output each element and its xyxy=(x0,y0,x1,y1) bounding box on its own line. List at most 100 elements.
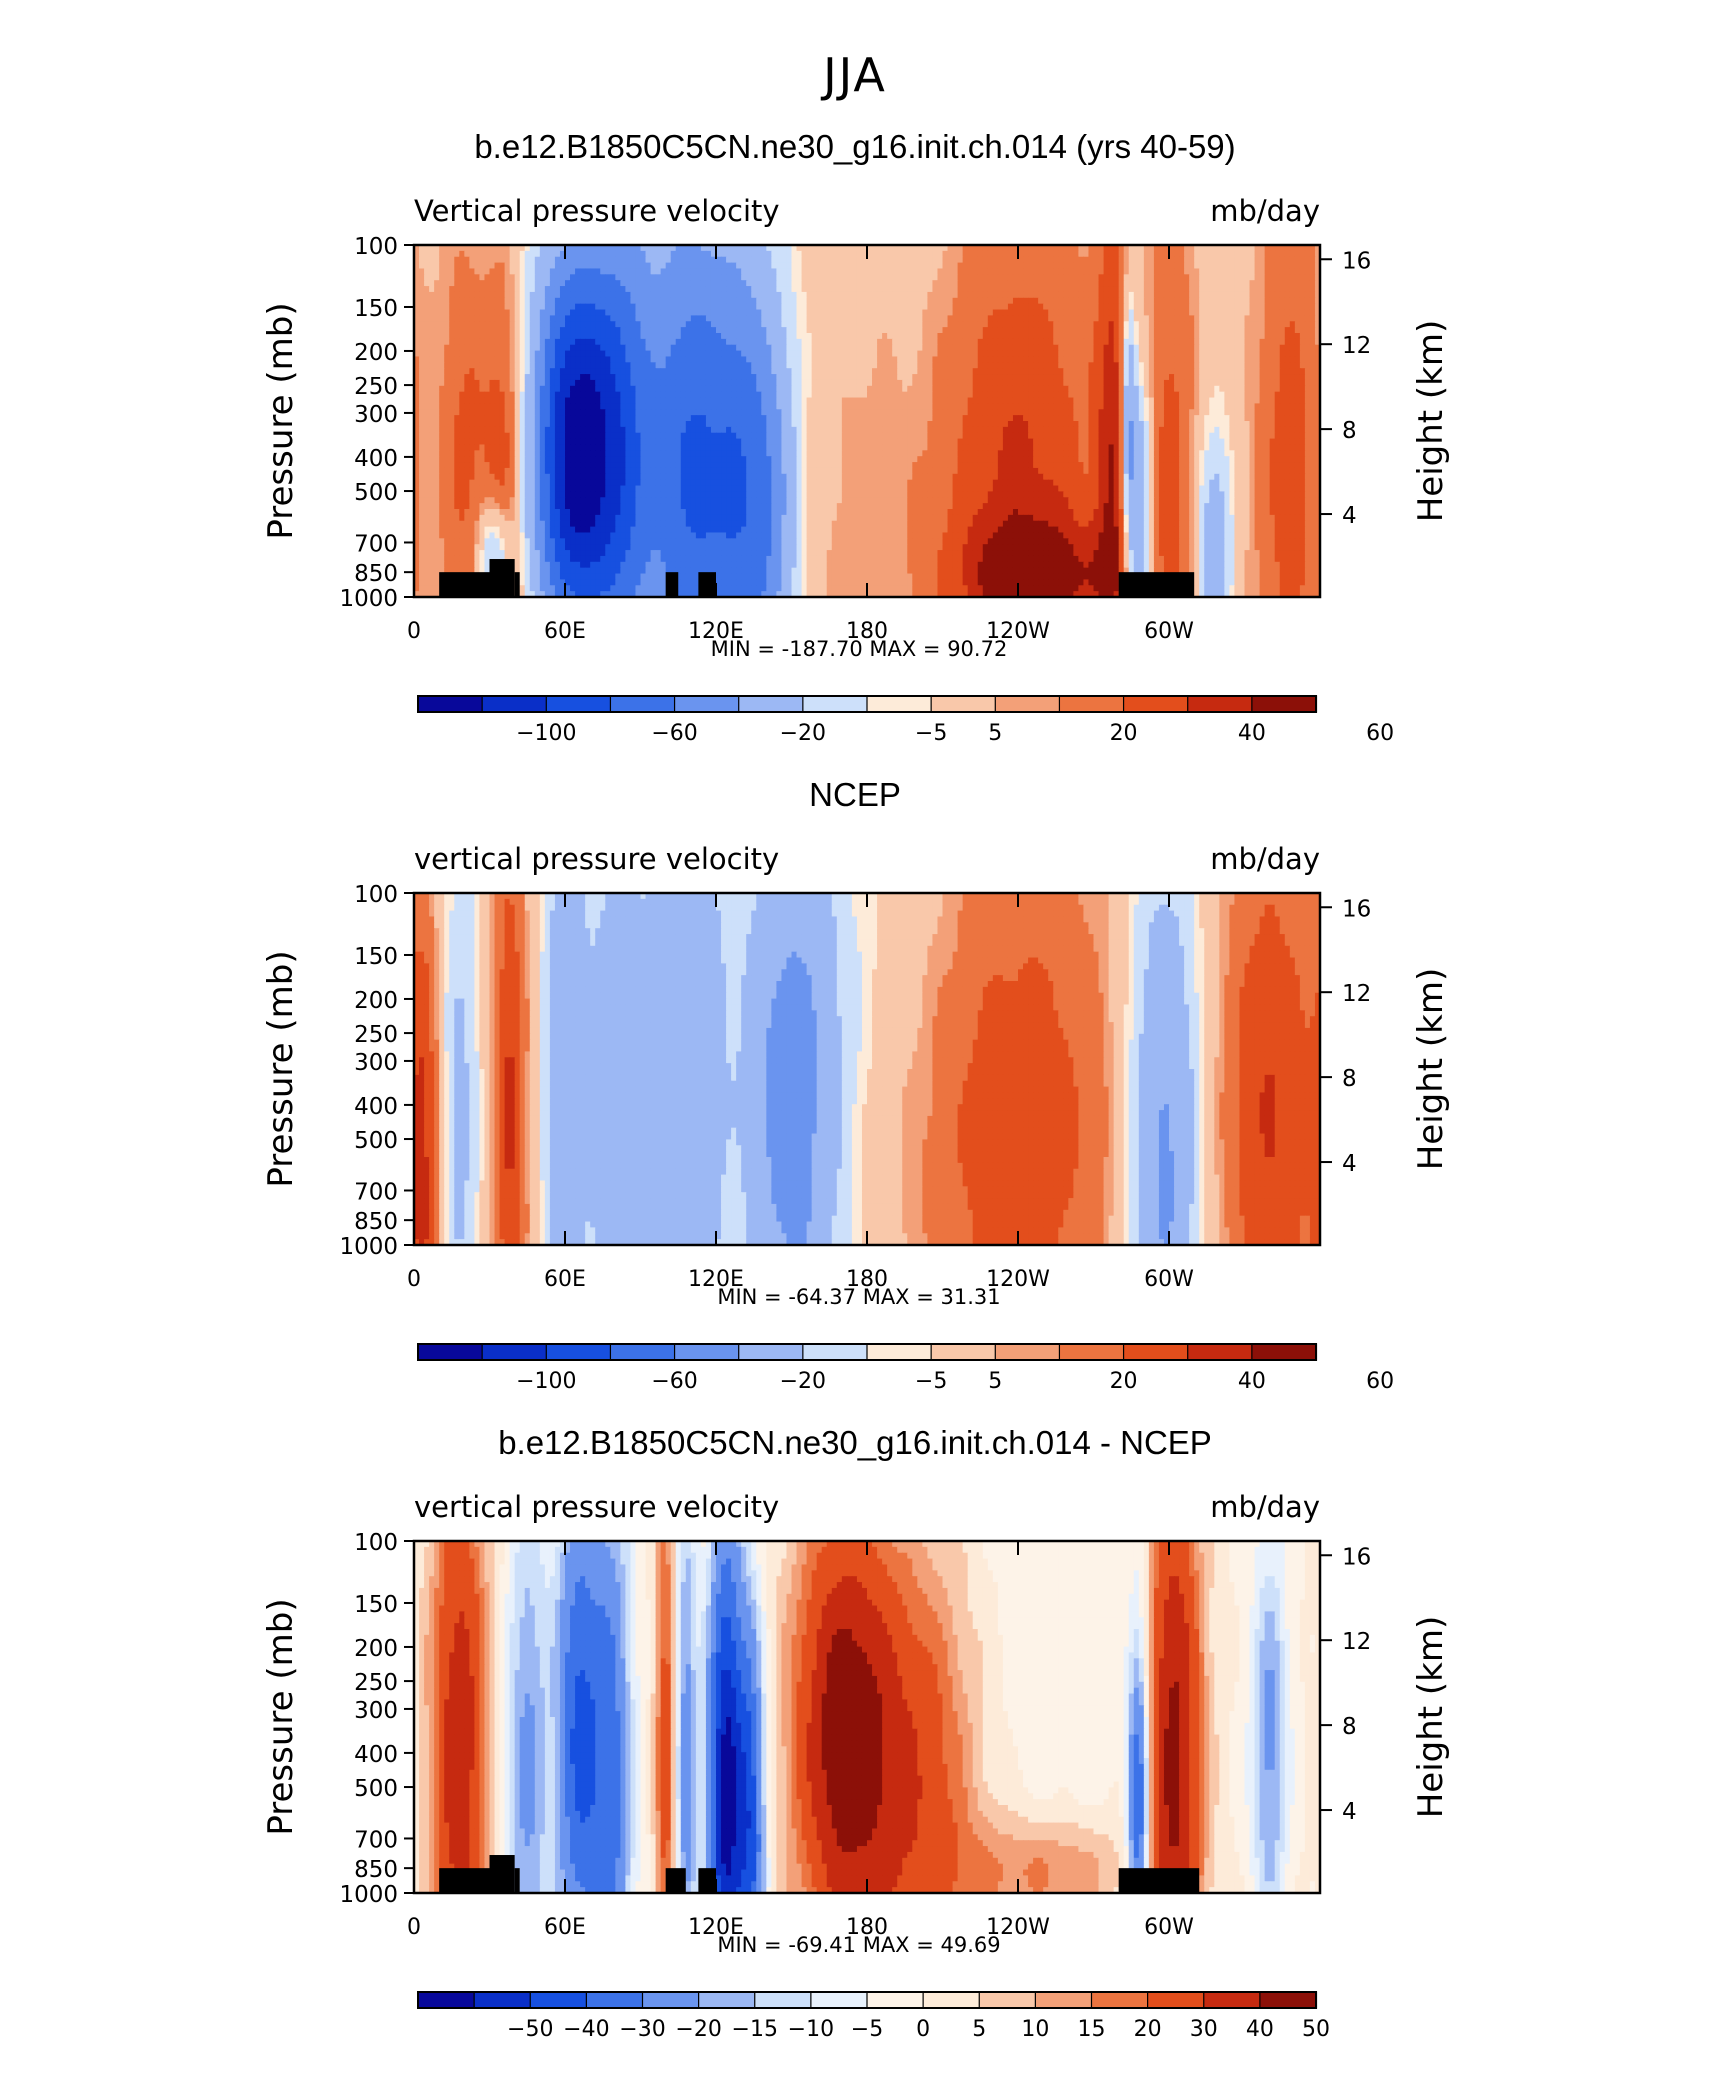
variable-label: vertical pressure velocity xyxy=(414,842,779,876)
min-max-label: MIN = -69.41 MAX = 49.69 xyxy=(717,1933,1000,1957)
lon-tick-label: 0 xyxy=(407,619,421,644)
colorbar-box xyxy=(1187,695,1253,713)
pressure-tick-label: 200 xyxy=(354,1636,398,1662)
colorbar-box xyxy=(1058,1343,1125,1361)
contour-field xyxy=(414,1541,1320,1893)
height-axis-title: Height (km) xyxy=(1411,1616,1451,1819)
pressure-tick-label: 400 xyxy=(354,1094,398,1120)
lon-tick-label: 120W xyxy=(986,1267,1050,1292)
panel-1: Vertical pressure velocity mb/day 100 150 20… xyxy=(261,194,1451,746)
land-mask xyxy=(439,572,490,597)
colorbar-frame xyxy=(417,695,1317,713)
colorbar-label: −60 xyxy=(651,721,697,746)
land-mask xyxy=(439,1868,490,1893)
colorbar-box xyxy=(994,1343,1061,1361)
colorbar-box xyxy=(738,695,804,713)
colorbar-box xyxy=(641,1991,700,2009)
lon-tick-label: 120W xyxy=(986,619,1050,644)
pressure-axis-title: Pressure (mb) xyxy=(261,302,301,539)
colorbar-label: −100 xyxy=(516,721,576,746)
min-max-label: MIN = -64.37 MAX = 31.31 xyxy=(717,1285,1000,1309)
colorbar-label: 5 xyxy=(988,1369,1002,1394)
colorbar-box xyxy=(481,695,548,713)
pressure-tick-label: 850 xyxy=(354,1857,398,1883)
pressure-tick-label: 1000 xyxy=(339,586,398,612)
colorbar-label: −10 xyxy=(788,2017,834,2042)
colorbar-label: −60 xyxy=(651,1369,697,1394)
colorbar-label: 20 xyxy=(1110,1369,1138,1394)
colorbar-label: −15 xyxy=(732,2017,778,2042)
pressure-tick-label: 400 xyxy=(354,1742,398,1768)
colorbar-label: −20 xyxy=(780,1369,826,1394)
colorbar-box xyxy=(866,1991,925,2009)
pressure-tick-label: 200 xyxy=(354,340,398,366)
lon-tick-label: 60W xyxy=(1144,619,1194,644)
lon-tick-label: 60W xyxy=(1144,1267,1194,1292)
colorbar-box xyxy=(1034,1991,1093,2009)
colorbar-box xyxy=(978,1991,1037,2009)
pressure-tick-label: 500 xyxy=(354,1128,398,1154)
pressure-tick-label: 100 xyxy=(354,882,398,908)
colorbar-box xyxy=(545,1343,612,1361)
lon-tick-label: 180 xyxy=(846,1267,888,1292)
variable-label: vertical pressure velocity xyxy=(414,1490,779,1524)
colorbar-label: 40 xyxy=(1238,1369,1266,1394)
colorbar-box xyxy=(1259,1991,1318,2009)
colorbar-box xyxy=(1251,1343,1318,1361)
pressure-tick-label: 150 xyxy=(354,1592,398,1618)
colorbar-label: 10 xyxy=(1021,2017,1049,2042)
height-tick-label: 12 xyxy=(1342,981,1371,1007)
lon-tick-label: 60E xyxy=(544,1915,586,1940)
colorbar-label: −100 xyxy=(516,1369,576,1394)
colorbar-box xyxy=(922,1991,981,2009)
land-mask xyxy=(489,1855,515,1893)
colorbar-label: 15 xyxy=(1078,2017,1106,2042)
lon-tick-label: 120E xyxy=(688,619,744,644)
pressure-tick-label: 300 xyxy=(354,1698,398,1724)
colorbar-label: 30 xyxy=(1190,2017,1218,2042)
height-tick-label: 16 xyxy=(1342,248,1371,274)
lon-tick-label: 60E xyxy=(544,619,586,644)
colorbar-box xyxy=(417,695,484,713)
pressure-tick-label: 700 xyxy=(354,1827,398,1853)
colorbar-box xyxy=(609,695,676,713)
height-tick-label: 8 xyxy=(1342,418,1357,444)
colorbar-box xyxy=(802,695,869,713)
colorbar-box xyxy=(1251,695,1318,713)
pressure-axis-title: Pressure (mb) xyxy=(261,950,301,1187)
colorbar-box xyxy=(810,1991,869,2009)
colorbar-box xyxy=(1203,1991,1261,2009)
lon-tick-label: 180 xyxy=(846,619,888,644)
figure-title: JJA xyxy=(0,48,1710,102)
pressure-tick-label: 700 xyxy=(354,531,398,557)
colorbar-box xyxy=(585,1991,644,2009)
height-tick-label: 16 xyxy=(1342,1544,1371,1570)
units-label: mb/day xyxy=(1210,1490,1320,1524)
units-label: mb/day xyxy=(1210,194,1320,228)
colorbar-box xyxy=(930,1343,997,1361)
land-mask xyxy=(489,559,515,597)
colorbar-label: −5 xyxy=(915,1369,947,1394)
colorbar-box xyxy=(609,1343,676,1361)
height-axis-title: Height (km) xyxy=(1411,320,1451,523)
colorbar-label: −20 xyxy=(675,2017,721,2042)
lon-tick-label: 0 xyxy=(407,1267,421,1292)
height-axis-title: Height (km) xyxy=(1411,968,1451,1171)
colorbar-label: 20 xyxy=(1110,721,1138,746)
land-mask xyxy=(1118,1868,1200,1893)
panel-2-title: NCEP xyxy=(0,776,1710,814)
colorbar-label: 40 xyxy=(1238,721,1266,746)
colorbar-label: 0 xyxy=(916,2017,930,2042)
colorbar-box xyxy=(1090,1991,1149,2009)
colorbar-box xyxy=(866,695,933,713)
pressure-tick-label: 1000 xyxy=(339,1234,398,1260)
pressure-tick-label: 850 xyxy=(354,561,398,587)
colorbar: −100 −60 −20 −5 5 20 40 60 xyxy=(417,1343,1394,1394)
colorbar-label: 40 xyxy=(1246,2017,1274,2042)
colorbar-box xyxy=(1058,695,1125,713)
height-tick-label: 12 xyxy=(1342,1629,1371,1655)
pressure-tick-label: 200 xyxy=(354,988,398,1014)
land-mask xyxy=(665,1868,686,1893)
colorbar: −100 −60 −20 −5 5 20 40 60 xyxy=(417,695,1394,746)
